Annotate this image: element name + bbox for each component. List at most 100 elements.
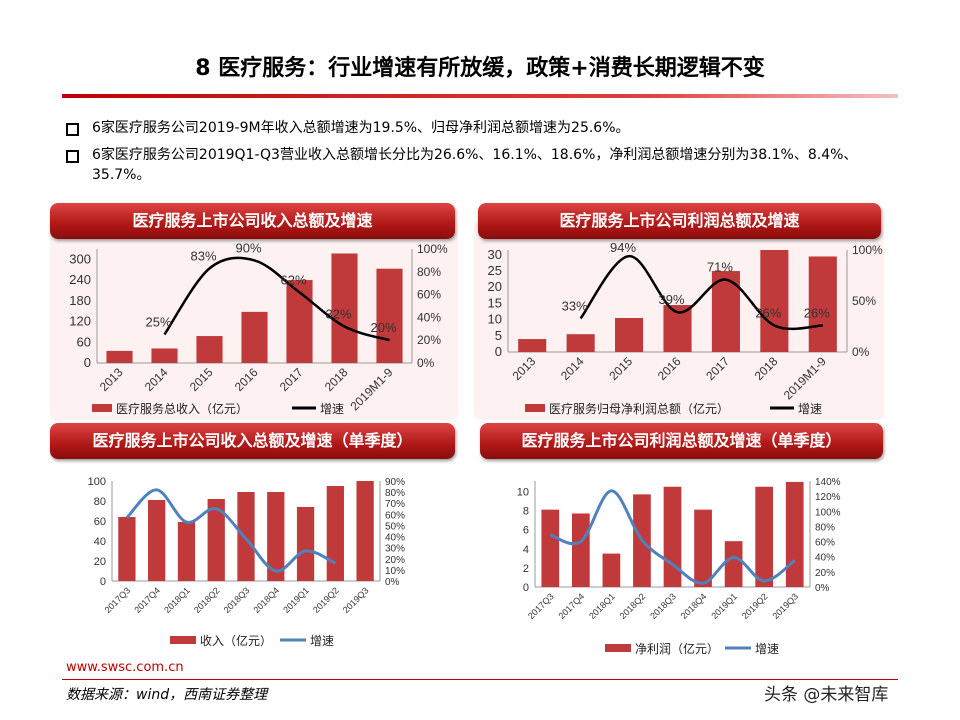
y-tick-label: 120 [69,314,91,329]
x-tick-label: 2018Q4 [251,585,281,615]
data-label: 83% [190,248,216,263]
x-tick-label: 2018Q2 [618,591,648,621]
legend-label: 医疗服务总收入（亿元） [116,401,248,416]
x-tick-label: 2016 [655,354,684,383]
y2-tick-label: 40% [385,533,405,544]
bar [237,492,255,581]
bar [724,541,743,587]
chart-header: 医疗服务上市公司收入总额及增速 [50,203,455,239]
legend-bar-swatch [525,404,545,412]
bar [615,318,644,352]
y2-tick-label: 0% [385,577,400,588]
x-tick-label: 2017Q3 [103,585,133,615]
page-title: 8 医疗服务：行业增速有所放缓，政策+消费长期逻辑不变 [195,56,765,81]
y2-tick-label: 10% [385,566,405,577]
title-divider [62,94,898,98]
square-bullet-icon [66,150,79,163]
bar [331,253,358,363]
legend-label: 医疗服务归母净利润总额（亿元） [549,401,729,416]
x-tick-label: 2018 [752,354,781,383]
y-tick-label: 40 [94,536,106,548]
data-label: 94% [610,240,636,255]
x-tick-label: 2019Q2 [311,585,341,615]
legend-bar-swatch [605,644,631,652]
x-tick-label: 2014 [142,365,171,394]
legend-label: 净利润（亿元） [635,641,719,656]
x-tick-label: 2018Q1 [162,585,192,615]
y2-tick-label: 100% [815,507,841,518]
y-tick-label: 60 [77,334,91,349]
y2-tick-label: 50% [852,294,876,308]
x-tick-label: 2019M1-9 [781,354,829,402]
x-tick-label: 2015 [187,365,216,394]
data-label: 26% [755,305,781,320]
y-tick-label: 20 [94,556,106,568]
legend-bar-swatch [92,404,112,412]
y2-tick-label: 100% [417,242,448,256]
y-tick-label: 0 [523,582,529,594]
growth-line [579,254,823,331]
annual-revenue-chart: 0 60 120 180 240 300 0% 20% 40% 60% 80% 100% 2013 201… [69,240,448,416]
y-tick-label: 0 [100,576,106,588]
y-tick-label: 10 [517,487,529,499]
y2-tick-label: 20% [815,568,835,579]
x-tick-label: 2019Q3 [770,591,800,621]
legend-label: 增速 [755,642,779,656]
y2-tick-label: 100% [852,243,883,257]
chart-header: 医疗服务上市公司收入总额及增速（单季度） [50,423,455,459]
y-tick-label: 4 [523,544,529,556]
y-tick-label: 5 [495,328,502,343]
x-tick-label: 2019Q3 [341,585,371,615]
bar [785,481,804,587]
square-bullet-icon [66,123,79,136]
bar [566,334,595,352]
y-tick-label: 0 [495,344,502,359]
y2-tick-label: 80% [385,488,405,499]
growth-line [125,488,336,573]
x-tick-label: 2016 [232,365,261,394]
y2-tick-label: 40% [417,310,441,324]
bar [106,350,133,363]
x-tick-label: 2013 [510,354,539,383]
y2-tick-label: 80% [815,522,835,533]
y2-tick-label: 50% [385,521,405,532]
y2-tick-label: 60% [385,510,405,521]
bar [326,486,344,581]
x-tick-label: 2017Q3 [526,591,556,621]
growth-line [163,256,390,342]
legend-bar-swatch [170,636,196,644]
bar [207,499,225,581]
footer-divider [62,679,898,680]
chart-header: 医疗服务上市公司利润总额及增速 [478,203,881,239]
bar [663,486,682,587]
bar [118,517,136,581]
y-tick-label: 80 [94,496,106,508]
y2-tick-label: 0% [815,583,830,594]
data-label: 39% [658,292,684,307]
bar [541,509,560,587]
legend-label: 增速 [798,402,822,416]
data-label: 33% [562,298,588,313]
data-label: 20% [370,320,396,335]
bullet-item: 6家医疗服务公司2019-9M年收入总额增速为19.5%、归母净利润总额增速为2… [66,118,896,138]
bar [241,311,268,363]
x-tick-label: 2019Q2 [740,591,770,621]
y-tick-label: 30 [488,247,502,262]
bar [267,492,285,581]
x-tick-label: 2018Q1 [587,591,617,621]
y-tick-label: 0 [84,355,91,370]
y2-tick-label: 140% [815,477,841,488]
legend-label: 收入（亿元） [200,633,272,648]
y-tick-label: 25 [488,263,502,278]
y2-tick-label: 60% [815,538,835,549]
bar [518,339,547,352]
y2-tick-label: 120% [815,492,841,503]
y2-tick-label: 20% [385,555,405,566]
legend-label: 增速 [320,402,344,416]
bullet-text: 6家医疗服务公司2019Q1-Q3营业收入总额增长分比为26.6%、16.1%、… [92,147,858,183]
footer-url[interactable]: www.swsc.com.cn [66,660,184,675]
y2-tick-label: 80% [417,265,441,279]
y2-tick-label: 0% [417,356,435,370]
y-tick-label: 2 [523,563,529,575]
